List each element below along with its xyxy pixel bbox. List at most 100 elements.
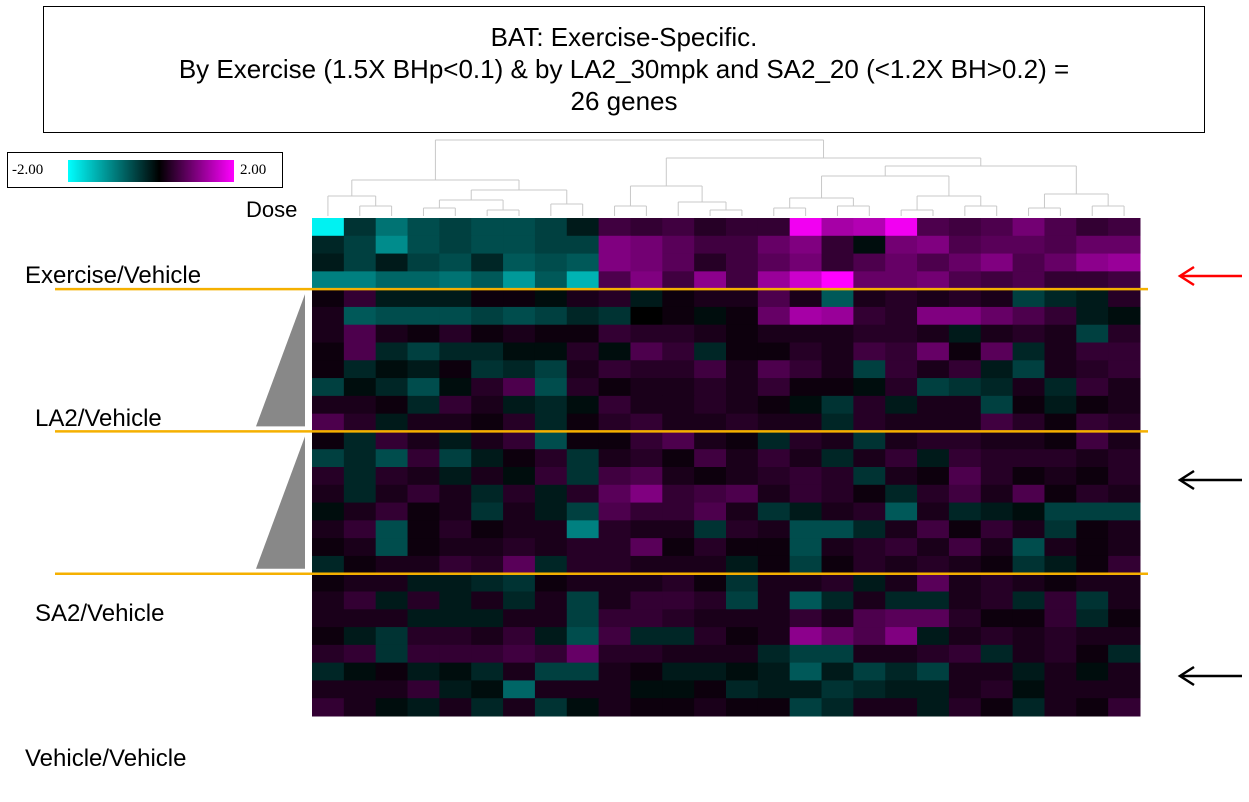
heatmap-cell (694, 538, 727, 557)
heatmap-cell (885, 627, 918, 646)
heatmap-cell (821, 395, 854, 415)
heatmap-cell (853, 306, 886, 326)
heatmap-cell (439, 680, 472, 699)
heatmap-cell (694, 218, 727, 237)
heatmap-cell (598, 271, 631, 290)
heatmap-cell (503, 627, 536, 646)
heatmap-cell (375, 306, 409, 326)
heatmap-cell (630, 271, 663, 290)
heatmap-cell (407, 662, 440, 681)
heatmap-cell (821, 271, 854, 290)
heatmap-cell (885, 644, 918, 664)
heatmap-cell (757, 573, 791, 592)
heatmap-cell (1012, 306, 1045, 326)
heatmap-cell (885, 467, 918, 486)
heatmap-cell (1012, 644, 1045, 664)
heatmap-cell (503, 609, 536, 628)
heatmap-cell (917, 289, 950, 308)
heatmap-cell (630, 306, 663, 326)
heatmap-cell (375, 698, 409, 717)
heatmap-cell (534, 502, 568, 521)
heatmap-cell (630, 235, 663, 255)
heatmap-cell (1108, 484, 1141, 504)
heatmap-cell (439, 662, 472, 681)
heatmap-cell (789, 431, 823, 450)
heatmap-cell (503, 289, 536, 308)
arrow-head (1177, 665, 1195, 687)
heatmap-cell (789, 662, 823, 681)
heatmap-cell (630, 395, 663, 415)
heatmap-cell (1044, 627, 1077, 646)
heatmap-cell (534, 235, 568, 255)
heatmap-cell (439, 289, 472, 308)
dose-wedges (256, 294, 305, 569)
heatmap-cell (917, 627, 950, 646)
heatmap-cell (917, 644, 950, 664)
heatmap-cell (917, 324, 950, 343)
heatmap-cell (1044, 342, 1077, 361)
heatmap-cell (789, 573, 823, 592)
heatmap-cell (375, 378, 409, 397)
heatmap-cell (726, 591, 759, 610)
heatmap-cell (662, 609, 695, 628)
heatmap-cell (1044, 395, 1077, 415)
heatmap-cell (726, 538, 759, 557)
heatmap-cell (694, 324, 727, 343)
heatmap-cell (343, 627, 377, 646)
heatmap-cell (375, 644, 409, 664)
heatmap-cell (375, 520, 409, 539)
heatmap-cell (439, 502, 472, 521)
heatmap-cell (980, 698, 1014, 717)
heatmap-cell (375, 591, 409, 610)
heatmap-cell (662, 449, 695, 468)
heatmap-cell (1076, 218, 1109, 237)
heatmap-cell (407, 413, 440, 432)
heatmap-cell (534, 271, 568, 290)
heatmap-cell (917, 360, 950, 379)
heatmap-cell (503, 538, 536, 557)
heatmap-cell (375, 502, 409, 521)
heatmap-cell (662, 218, 695, 237)
group-separators (55, 287, 1148, 575)
row-arrow (1177, 469, 1242, 491)
row-arrow (1177, 665, 1242, 687)
heatmap-cell (1044, 609, 1077, 628)
heatmap-cell (980, 449, 1014, 468)
heatmap-cell (439, 520, 472, 539)
heatmap-cell (598, 467, 631, 486)
heatmap-cell (534, 253, 568, 272)
heatmap-cell (694, 289, 727, 308)
heatmap-cell (821, 342, 854, 361)
heatmap-cell (407, 235, 440, 255)
heatmap-cell (471, 627, 504, 646)
heatmap-cell (1076, 360, 1109, 379)
heatmap-cell (757, 644, 791, 664)
heatmap-cell (343, 644, 377, 664)
heatmap-cell (1108, 395, 1141, 415)
heatmap-cell (948, 218, 982, 237)
heatmap-cell (662, 467, 695, 486)
heatmap-cell (598, 555, 631, 575)
legend-max-label: 2.00 (240, 162, 267, 178)
heatmap-cell (662, 627, 695, 646)
heatmap-cell (312, 218, 345, 237)
heatmap-cell (662, 680, 695, 699)
heatmap-cell (439, 306, 472, 326)
heatmap-cell (662, 235, 695, 255)
heatmap-cell (917, 573, 950, 592)
heatmap-cell (566, 360, 600, 379)
heatmap-cell (407, 395, 440, 415)
heatmap-cell (566, 538, 600, 557)
heatmap-cell (312, 449, 345, 468)
heatmap-cell (471, 413, 504, 432)
heatmap-cell (853, 324, 886, 343)
heatmap-cell (917, 413, 950, 432)
heatmap-cell (1076, 609, 1109, 628)
heatmap-cell (407, 306, 440, 326)
heatmap-cell (1108, 698, 1141, 717)
heatmap-cell (407, 324, 440, 343)
heatmap-cell (948, 680, 982, 699)
heatmap-cell (375, 413, 409, 432)
heatmap-cell (598, 591, 631, 610)
heatmap-cell (917, 306, 950, 326)
